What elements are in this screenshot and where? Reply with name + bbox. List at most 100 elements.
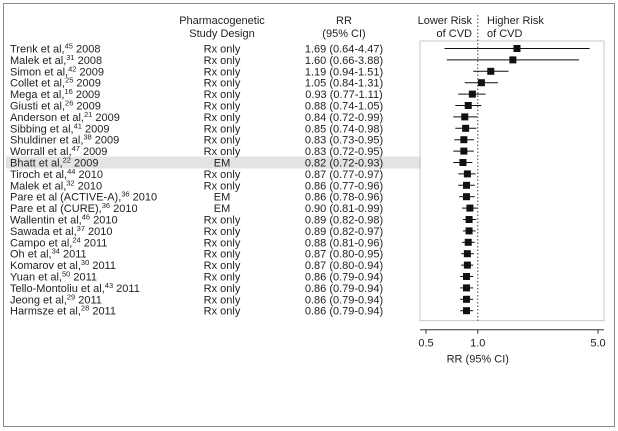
study-year: 2008 — [75, 55, 103, 67]
study-row: Tello-Montoliu et al,43 2011 Rx only 0.86 … — [10, 281, 383, 295]
study-year: 2011 — [81, 237, 108, 249]
study-author: Pare et al (CURE), — [10, 203, 102, 215]
study-year: 2008 — [73, 44, 101, 56]
study-design: Rx only — [204, 283, 241, 295]
study-rr: 0.86 (0.79-0.94) — [305, 272, 383, 284]
study-ref: 50 — [62, 270, 70, 279]
study-label: Sibbing et al,41 2009 — [10, 121, 109, 135]
study-design: Rx only — [204, 135, 241, 147]
point-estimate — [463, 261, 471, 269]
point-estimate — [463, 181, 471, 189]
study-year: 2009 — [80, 146, 108, 158]
study-label: Trenk et al,45 2008 — [10, 42, 101, 56]
study-row: Collet et al,25 2009 Rx only 1.05 (0.84-1.… — [10, 76, 383, 90]
study-design: Rx only — [204, 55, 241, 67]
study-design: Rx only — [204, 66, 241, 78]
point-estimate — [462, 124, 470, 132]
point-estimate — [463, 273, 471, 280]
study-year: 2009 — [73, 89, 101, 101]
study-year: 2011 — [70, 272, 97, 284]
study-ref: 47 — [72, 144, 80, 153]
point-estimate — [466, 204, 474, 212]
point-estimate — [468, 90, 476, 98]
study-author: Worrall et al, — [10, 146, 72, 158]
study-row: Sawada et al,37 2010 Rx only 0.89 (0.82-0.… — [10, 224, 383, 238]
study-rr: 0.89 (0.82-0.98) — [305, 215, 383, 227]
study-label: Komarov et al,30 2011 — [10, 258, 116, 272]
study-row: Worrall et al,47 2009 Rx only 0.83 (0.72-0… — [10, 144, 383, 158]
study-label: Mega et al,16 2009 — [10, 87, 100, 101]
point-estimate — [459, 159, 467, 166]
study-author: Trenk et al, — [10, 44, 65, 56]
study-design: EM — [214, 192, 231, 204]
x-axis-label: RR (95% CI) — [447, 354, 509, 366]
study-design: Rx only — [204, 123, 241, 135]
study-year: 2009 — [76, 66, 104, 78]
study-rr: 0.87 (0.80-0.95) — [305, 249, 383, 261]
study-year: 2009 — [92, 135, 120, 147]
study-year: 2011 — [89, 306, 116, 318]
study-design: Rx only — [204, 260, 241, 272]
study-label: Worrall et al,47 2009 — [10, 144, 107, 158]
study-row: Sibbing et al,41 2009 Rx only 0.85 (0.74-0… — [10, 121, 383, 135]
study-label: Bhatt et al,22 2009 — [10, 156, 98, 170]
rr-header-line1: RR — [336, 15, 352, 27]
study-label: Wallentin et al,46 2010 — [10, 213, 118, 227]
study-author: Simon et al, — [10, 66, 68, 78]
study-author: Malek et al, — [10, 180, 66, 192]
study-ref: 29 — [67, 292, 75, 301]
study-year: 2009 — [73, 101, 101, 113]
study-rr: 1.69 (0.64-4.47) — [305, 44, 383, 56]
study-author: Malek et al, — [10, 55, 66, 67]
study-row: Campo et al,24 2011 Rx only 0.88 (0.81-0.9… — [10, 235, 383, 249]
x-tick-label: 5.0 — [590, 338, 605, 350]
study-design: Rx only — [204, 249, 241, 261]
study-ref: 38 — [83, 133, 91, 142]
study-rr: 0.88 (0.74-1.05) — [305, 101, 383, 113]
study-label: Sawada et al,37 2010 — [10, 224, 113, 238]
higher-risk-header-line2: of CVD — [487, 28, 523, 40]
point-estimate — [463, 250, 471, 258]
study-label: Anderson et al,21 2009 — [10, 110, 120, 124]
study-design: Rx only — [204, 215, 241, 227]
study-row: Wallentin et al,46 2010 Rx only 0.89 (0.82… — [10, 213, 383, 227]
study-year: 2010 — [110, 203, 138, 215]
study-author: Shuldiner et al, — [10, 135, 83, 147]
study-year: 2010 — [85, 226, 113, 238]
point-estimate — [460, 136, 468, 144]
study-row: Malek et al,32 2010 Rx only 0.86 (0.77-0.9… — [10, 178, 383, 192]
study-label: Malek et al,31 2008 — [10, 53, 102, 67]
study-row: Malek et al,31 2008 Rx only 1.60 (0.66-3.8… — [10, 53, 383, 67]
study-author: Wallentin et al, — [10, 215, 82, 227]
study-author: Giusti et al, — [10, 101, 65, 113]
study-label: Campo et al,24 2011 — [10, 235, 107, 249]
study-design: EM — [214, 158, 231, 170]
study-ref: 36 — [121, 190, 129, 199]
study-rr: 1.19 (0.94-1.51) — [305, 66, 383, 78]
highlight-band — [6, 156, 421, 169]
study-row: Simon et al,42 2009 Rx only 1.19 (0.94-1.5… — [10, 64, 383, 78]
study-rr: 0.90 (0.81-0.99) — [305, 203, 383, 215]
study-rr: 0.86 (0.79-0.94) — [305, 294, 383, 306]
study-ref: 41 — [74, 121, 82, 130]
study-author: Tiroch et al, — [10, 169, 67, 181]
point-estimate — [487, 67, 495, 75]
study-year: 2009 — [71, 158, 99, 170]
study-rr: 0.87 (0.80-0.94) — [305, 260, 383, 272]
study-row: Anderson et al,21 2009 Rx only 0.84 (0.72-… — [10, 110, 383, 124]
study-year: 2010 — [75, 169, 103, 181]
study-row: Shuldiner et al,38 2009 Rx only 0.83 (0.73… — [10, 133, 383, 147]
study-ref: 37 — [77, 224, 85, 233]
study-rr: 0.86 (0.79-0.94) — [305, 306, 383, 318]
study-author: Bhatt et al, — [10, 158, 63, 170]
study-rr: 0.83 (0.72-0.95) — [305, 146, 383, 158]
study-ref: 21 — [84, 110, 92, 119]
study-ref: 22 — [63, 156, 71, 165]
study-design: Rx only — [204, 180, 241, 192]
study-rr: 0.93 (0.77-1.11) — [305, 89, 382, 101]
study-year: 2011 — [60, 249, 87, 261]
study-row: Harmsze et al,28 2011 Rx only 0.86 (0.79-0… — [10, 304, 383, 318]
design-header-line1: Pharmacogenetic — [179, 15, 265, 27]
study-design: Rx only — [204, 306, 241, 318]
study-year: 2011 — [89, 260, 116, 272]
